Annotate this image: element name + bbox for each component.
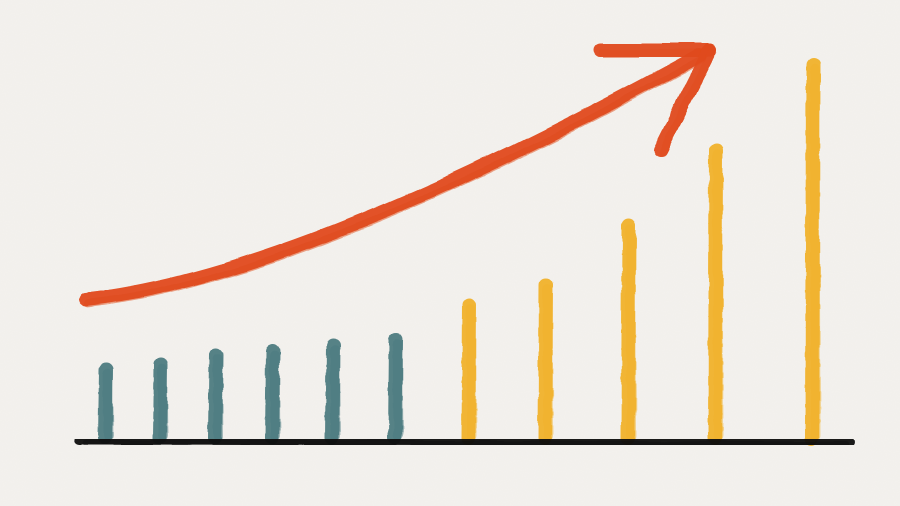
chart-svg bbox=[0, 0, 900, 506]
growth-bar-chart bbox=[0, 0, 900, 506]
bar bbox=[468, 305, 472, 438]
bar bbox=[715, 150, 719, 438]
bar bbox=[395, 340, 399, 438]
bar bbox=[272, 352, 276, 438]
bar bbox=[628, 225, 632, 438]
bar bbox=[215, 355, 219, 438]
bar bbox=[105, 370, 109, 438]
bar bbox=[332, 345, 336, 438]
bar bbox=[812, 65, 816, 438]
x-axis bbox=[80, 440, 850, 444]
bar bbox=[160, 365, 164, 438]
bar bbox=[545, 285, 549, 438]
chart-background bbox=[0, 0, 900, 506]
